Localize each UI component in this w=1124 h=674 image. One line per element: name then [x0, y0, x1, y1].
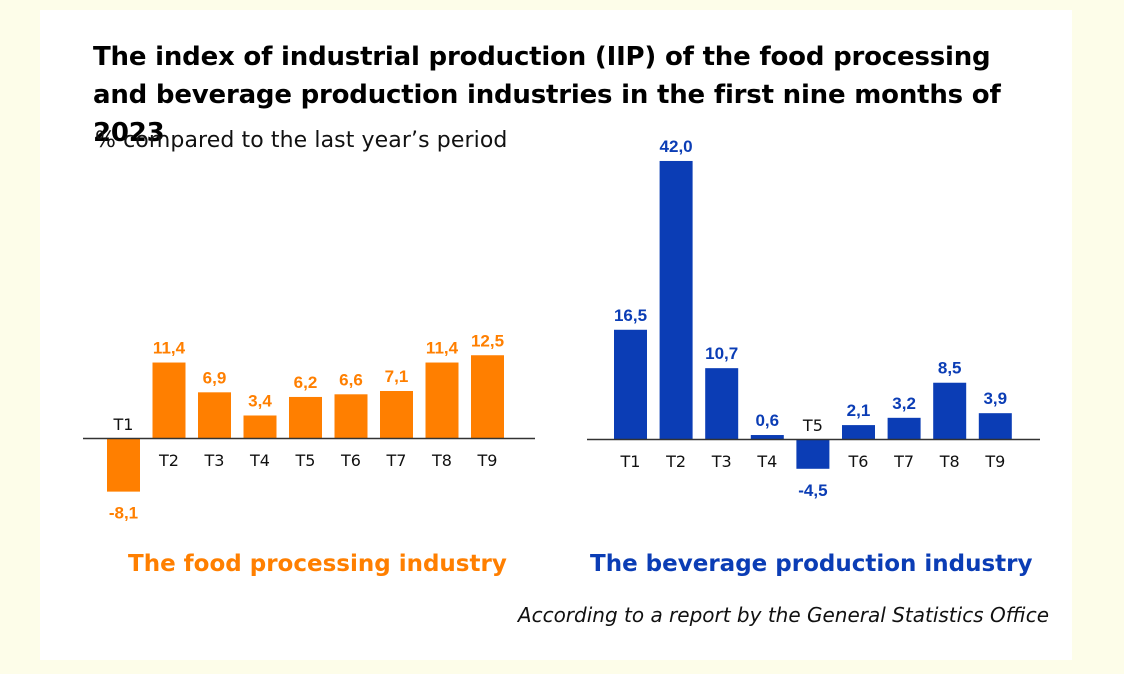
beverage-value-label: -4,5 [798, 481, 827, 500]
beverage-tick-label: T2 [665, 452, 686, 471]
beverage-bar-t6 [842, 425, 875, 439]
food-tick-label: T5 [295, 451, 316, 470]
food-value-label: 11,4 [426, 339, 459, 358]
food-value-label: 3,4 [248, 391, 272, 410]
infographic-card [40, 10, 1072, 660]
food-value-label: 6,2 [294, 373, 318, 392]
food-bar-t7 [380, 390, 413, 438]
beverage-tick-label: T7 [893, 452, 914, 471]
food-value-label: 11,4 [153, 339, 186, 358]
beverage-bar-t9 [978, 413, 1012, 439]
beverage-tick-label: T6 [848, 452, 869, 471]
food-value-label: 12,5 [471, 331, 504, 350]
food-tick-label: T3 [204, 451, 225, 470]
food-bar-t6 [334, 394, 368, 438]
food-value-label: 6,6 [339, 370, 363, 389]
food-value-label: 6,9 [203, 368, 227, 387]
food-bar-t3 [198, 392, 231, 438]
beverage-tick-label: T5 [802, 416, 823, 435]
food-tick-label: T6 [340, 451, 361, 470]
beverage-value-label: 16,5 [614, 306, 647, 325]
beverage-series-label: The beverage production industry [590, 551, 1033, 577]
beverage-value-label: 3,9 [983, 389, 1007, 408]
beverage-production-chart: 16,5 T1 42,0 T2 10,7 T3 0,6 T4 -4,5 T5 2,1 T6 3,2 T7 8… [587, 137, 1040, 500]
food-bar-t9 [471, 355, 504, 438]
food-series-label: The food processing industry [128, 551, 507, 577]
beverage-tick-label: T9 [984, 452, 1005, 471]
food-value-label: -8,1 [109, 504, 138, 523]
beverage-bar-t7 [887, 417, 921, 439]
beverage-value-label: 0,6 [755, 411, 779, 430]
food-bar-t2 [152, 362, 186, 438]
beverage-tick-label: T3 [711, 452, 732, 471]
food-tick-label: T4 [249, 451, 270, 470]
beverage-value-label: 8,5 [938, 359, 962, 378]
source-note: According to a report by the General Sta… [517, 603, 1049, 627]
beverage-bar-t2 [659, 160, 693, 439]
food-bar-t4 [243, 415, 277, 438]
beverage-bar-t8 [933, 382, 967, 439]
food-tick-label: T2 [158, 451, 179, 470]
beverage-value-label: 42,0 [660, 137, 693, 156]
food-bar-t8 [425, 362, 459, 438]
beverage-bar-t3 [705, 368, 739, 439]
chart-subtitle: % compared to the last year’s period [95, 128, 508, 153]
food-processing-chart: -8,1 T1 11,4 T2 6,9 T3 3,4 T4 6,2 T5 6,6 T6 7,1 T7 11,… [83, 331, 535, 523]
beverage-bar-t4 [750, 435, 784, 439]
beverage-value-label: 2,1 [847, 401, 871, 420]
food-tick-label: T8 [431, 451, 452, 470]
beverage-tick-label: T8 [939, 452, 960, 471]
beverage-bar-t1 [614, 329, 647, 439]
food-tick-label: T1 [113, 415, 134, 434]
food-value-label: 7,1 [385, 367, 409, 386]
food-tick-label: T7 [386, 451, 407, 470]
food-bar-t5 [289, 396, 322, 438]
food-tick-label: T9 [477, 451, 498, 470]
chart-title: The index of industrial production (IIP)… [93, 42, 1001, 148]
beverage-value-label: 3,2 [892, 394, 916, 413]
beverage-value-label: 10,7 [705, 344, 738, 363]
food-bar-t1 [107, 438, 140, 492]
beverage-tick-label: T4 [756, 452, 777, 471]
beverage-tick-label: T1 [620, 452, 641, 471]
beverage-bar-t5 [796, 439, 830, 469]
